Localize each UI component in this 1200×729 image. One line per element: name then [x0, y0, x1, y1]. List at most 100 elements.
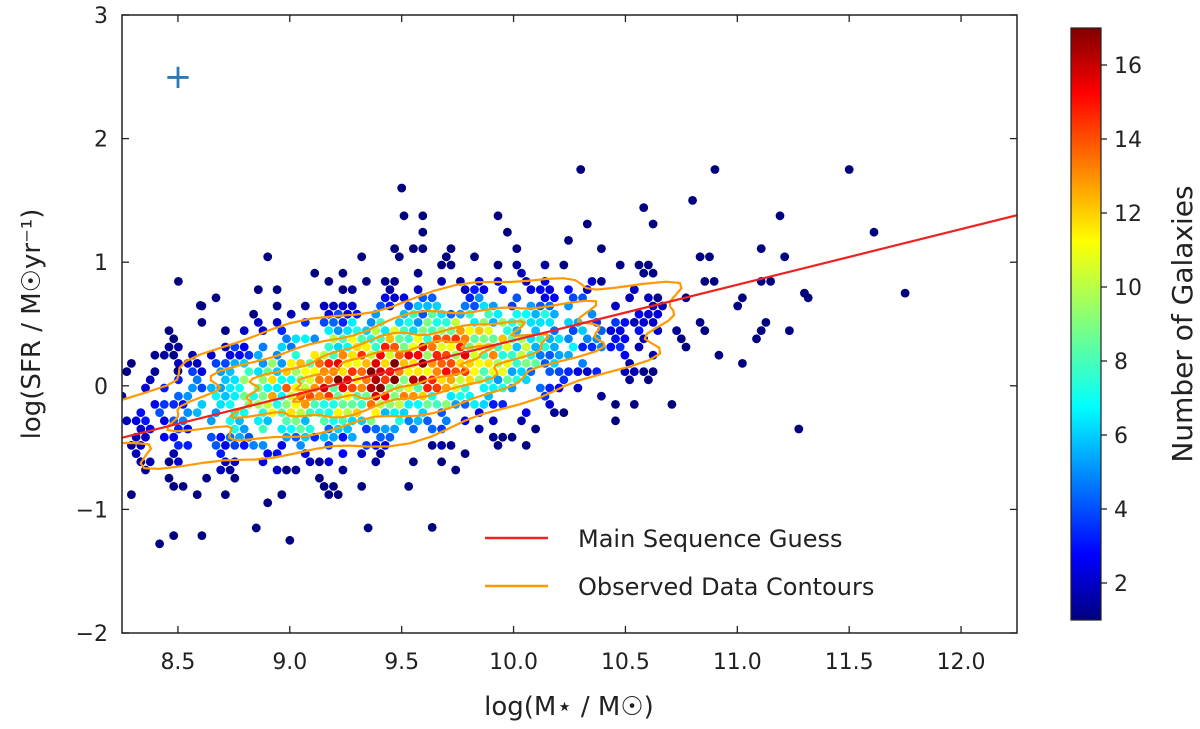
hexbin-cell: [531, 309, 540, 319]
hexbin-cell: [578, 326, 587, 335]
hexbin-cell: [427, 424, 437, 434]
hexbin-cell: [620, 334, 630, 344]
hexbin-cell: [164, 326, 174, 335]
hexbin-cell: [869, 227, 879, 237]
hexbin-cell: [441, 252, 451, 262]
hexbin-cell: [216, 449, 226, 458]
hexbin-cell: [756, 326, 766, 335]
hexbin-cell: [145, 457, 155, 467]
main-sequence-line: [122, 214, 1017, 439]
hexbin-cell: [615, 326, 625, 335]
hexbin-cell: [211, 359, 221, 368]
hexbin-cell: [286, 375, 296, 385]
hexbin-cell: [629, 318, 639, 327]
hexbin-cell: [521, 359, 531, 368]
hexbin-cell: [315, 375, 324, 385]
hexbin-cell: [545, 285, 555, 294]
hexbin-cell: [230, 424, 240, 434]
hexbin-cell: [333, 309, 343, 319]
hexbin-cell: [446, 244, 456, 254]
hexbin-cell: [244, 367, 254, 376]
hexbin-cell: [399, 375, 409, 385]
hexbin-cell: [300, 301, 310, 311]
hexbin-cell: [249, 309, 258, 319]
hexbin-cell: [437, 457, 446, 467]
hexbin-cell: [517, 367, 526, 376]
hexbin-cell: [197, 383, 207, 393]
hexbin-cell: [738, 359, 747, 368]
hexbin-cell: [493, 260, 503, 270]
hexbin-cell: [521, 441, 531, 450]
hexbin-cell: [526, 318, 536, 327]
hexbin-cell: [159, 416, 169, 426]
hexbin-cell: [324, 490, 334, 499]
hexbin-cell: [376, 301, 385, 311]
hexbin-cell: [291, 465, 301, 475]
hexbin-cell: [545, 350, 555, 360]
hexbin-cell: [521, 408, 531, 417]
hexbin-cell: [564, 334, 573, 344]
hexbin-cell: [493, 211, 503, 221]
hexbin-cell: [512, 342, 522, 352]
hexbin-cell: [258, 424, 268, 434]
hexbin-cell: [488, 334, 498, 344]
hexbin-cell: [188, 383, 197, 393]
hexbin-cell: [634, 342, 644, 352]
hexbin-cell: [390, 424, 399, 434]
hexbin-cell: [404, 416, 414, 426]
hexbin-cell: [639, 318, 649, 327]
hexbin-cell: [653, 309, 663, 319]
hexbin-cell: [305, 424, 315, 434]
hexbin-cell: [192, 359, 202, 368]
hexbin-cell: [540, 260, 550, 270]
hexbin-cell: [338, 400, 348, 409]
hexbin-cell: [338, 383, 348, 393]
hexbin-cell: [291, 416, 301, 426]
hexbin-cell: [347, 301, 357, 311]
hexbin-cell: [700, 326, 710, 335]
hexbin-cell: [423, 350, 432, 360]
hexbin-cell: [479, 334, 489, 344]
hexbin-cell: [390, 375, 399, 385]
hexbin-cell: [347, 367, 357, 376]
hexbin-cell: [437, 260, 446, 270]
hexbin-cell: [409, 457, 418, 467]
hexbin-cell: [206, 416, 216, 426]
hexbin-cell: [131, 416, 141, 426]
hexbin-cell: [300, 367, 310, 376]
hexbin-cell: [597, 391, 606, 401]
hexbin-cell: [131, 449, 141, 458]
hexbin-cell: [371, 408, 381, 417]
hexbin-cell: [249, 441, 258, 450]
hexbin-cell: [282, 383, 291, 393]
hexbin-cell: [611, 416, 620, 426]
hexbin-cell: [498, 350, 508, 360]
hexbin-cell: [338, 367, 348, 376]
hexbin-cell: [409, 424, 418, 434]
hexbin-cell: [277, 375, 287, 385]
hexbin-cell: [761, 318, 771, 327]
hexbin-cell: [239, 375, 249, 385]
hexbin-cell: [315, 473, 324, 483]
hexbin-cell: [329, 318, 338, 327]
hexbin-cell: [794, 424, 804, 434]
hexbin-cell: [611, 334, 620, 344]
hexbin-cell: [446, 309, 456, 319]
hexbin-cell: [648, 268, 658, 278]
hexbin-cell: [225, 465, 235, 475]
hexbin-cell: [535, 383, 545, 393]
hexbin-cell: [371, 375, 381, 385]
hexbin-cell: [615, 342, 625, 352]
colorbar-label: Number of Galaxies: [1166, 185, 1199, 462]
hexbin-cell: [216, 432, 226, 442]
hexbin-cell: [423, 318, 432, 327]
hexbin-cell: [286, 424, 296, 434]
hexbin-cell: [785, 326, 794, 335]
hexbin-cell: [319, 318, 329, 327]
hexbin-cell: [385, 334, 395, 344]
hexbin-cell: [253, 350, 263, 360]
hexbin-cell: [474, 293, 484, 303]
hexbin-cell: [385, 432, 395, 442]
hexbin-cell: [305, 457, 315, 467]
hexbin-cell: [347, 318, 357, 327]
